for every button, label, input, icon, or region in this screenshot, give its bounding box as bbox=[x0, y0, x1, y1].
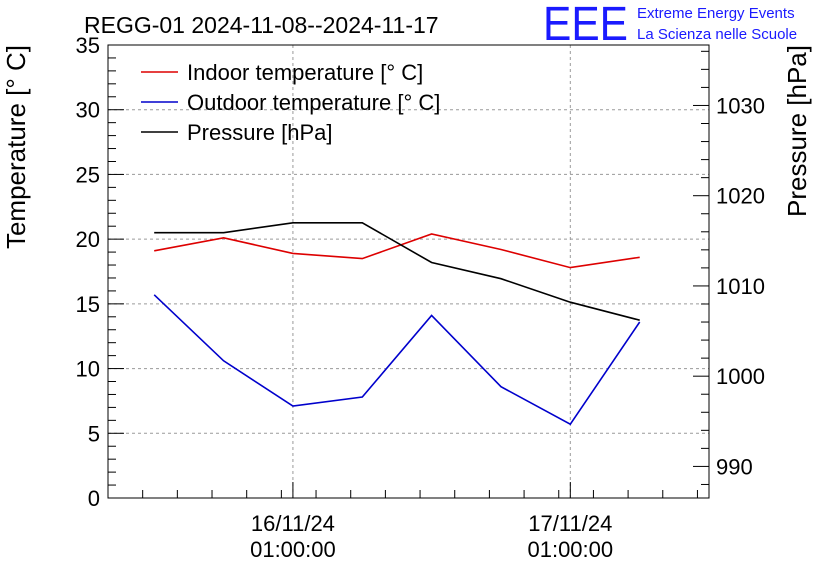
right-axis: 990 1000 1010 1020 1030 bbox=[693, 50, 765, 485]
x-tick-label-date: 17/11/24 bbox=[528, 511, 612, 536]
y-axis-label: Temperature [° C] bbox=[1, 45, 31, 249]
y-tick-label: 25 bbox=[76, 162, 100, 187]
logo-line2: La Scienza nelle Scuole bbox=[637, 26, 797, 43]
x-tick-label-time: 01:00:00 bbox=[527, 537, 613, 562]
logo-line1: Extreme Energy Events bbox=[637, 5, 795, 22]
series-line-0 bbox=[154, 233, 640, 269]
plot-frame bbox=[107, 44, 710, 499]
logo-letters: EEE bbox=[543, 0, 628, 51]
y-tick-label: 20 bbox=[76, 227, 100, 252]
y-tick-label: 5 bbox=[88, 421, 100, 446]
legend: Indoor temperature [° C] Outdoor temperat… bbox=[141, 60, 440, 145]
y2-tick-label: 1020 bbox=[716, 184, 765, 209]
left-axis: 0 5 10 15 20 25 30 35 bbox=[76, 33, 124, 511]
legend-label-2: Pressure [hPa] bbox=[187, 120, 333, 145]
y-tick-label: 0 bbox=[88, 486, 100, 511]
y-tick-label: 30 bbox=[76, 98, 100, 123]
y-tick-label: 15 bbox=[76, 292, 100, 317]
y2-tick-label: 1030 bbox=[716, 93, 765, 118]
legend-label-0: Indoor temperature [° C] bbox=[187, 60, 423, 85]
eee-logo: EEE Extreme Energy Events La Scienza nel… bbox=[543, 0, 797, 51]
x-tick-label-time: 01:00:00 bbox=[250, 537, 336, 562]
y2-tick-label: 990 bbox=[716, 454, 753, 479]
y2-axis-label: Pressure [hPa] bbox=[782, 45, 812, 217]
series-lines bbox=[153, 222, 641, 426]
x-tick-label-date: 16/11/24 bbox=[251, 511, 335, 536]
y2-tick-label: 1010 bbox=[716, 274, 765, 299]
y-tick-label: 10 bbox=[76, 357, 100, 382]
legend-label-1: Outdoor temperature [° C] bbox=[187, 90, 440, 115]
y2-tick-label: 1000 bbox=[716, 364, 765, 389]
y-tick-label: 35 bbox=[76, 33, 100, 58]
chart-title: REGG-01 2024-11-08--2024-11-17 bbox=[84, 12, 439, 38]
series-line-1 bbox=[153, 294, 641, 426]
series-line-2 bbox=[154, 222, 640, 321]
